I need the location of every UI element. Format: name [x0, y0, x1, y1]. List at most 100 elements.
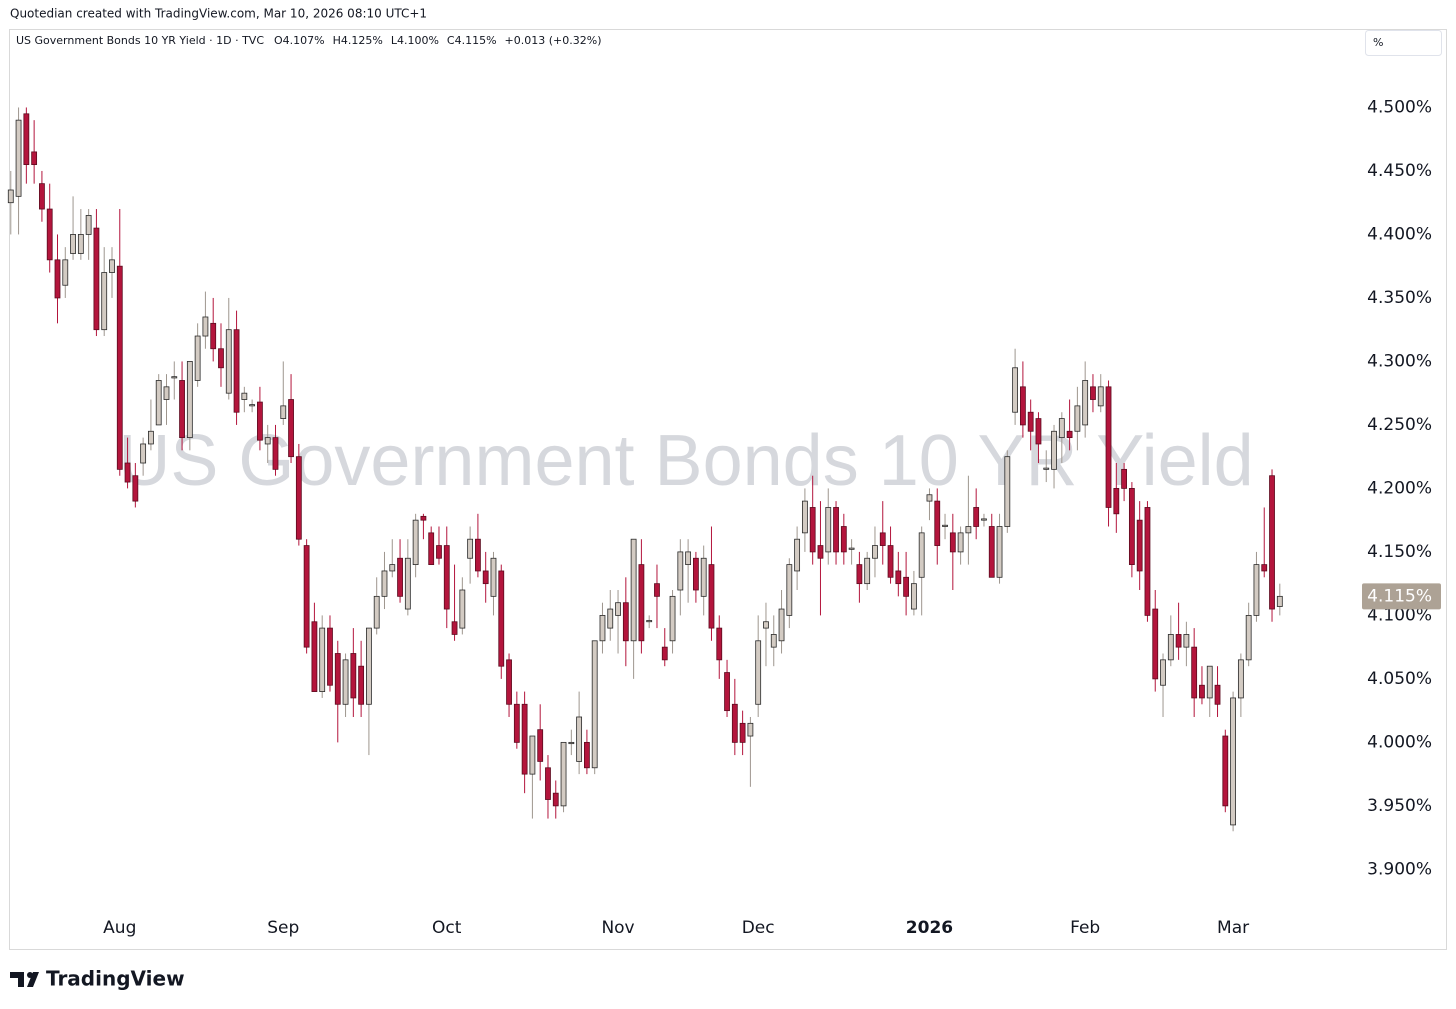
- candle-body: [942, 524, 948, 527]
- candle-body: [327, 627, 333, 686]
- candle-body: [1199, 684, 1205, 699]
- last-price-tag: [1362, 583, 1441, 610]
- candle-body: [1167, 634, 1174, 661]
- candle-body: [194, 335, 201, 381]
- candle-body: [1043, 467, 1050, 470]
- candle-body: [1121, 468, 1128, 489]
- candle-body: [949, 532, 956, 553]
- candle-body: [62, 259, 69, 286]
- candle-body: [957, 532, 964, 553]
- ticks: 3.900% 3.950% 4.000% 4.050% 4.100% 4.150% 4.20…: [103, 97, 1432, 938]
- candle-body: [163, 386, 170, 400]
- candle-body: [1082, 380, 1089, 426]
- header-note: Quotedian created with TradingView.com, …: [10, 7, 427, 21]
- candle-body: [171, 376, 178, 379]
- x-tick-label: 2026: [906, 918, 953, 938]
- legend-value: H4.125%: [333, 34, 383, 47]
- candle-body: [506, 659, 512, 705]
- candle-body: [661, 646, 668, 661]
- candle-body: [1019, 386, 1026, 426]
- candle-body: [545, 767, 551, 800]
- candle-body: [965, 526, 972, 534]
- candle-body: [1074, 405, 1081, 432]
- candle-body: [1105, 386, 1112, 508]
- candle-body: [638, 564, 645, 642]
- candle-body: [895, 570, 902, 585]
- candle-body: [825, 507, 832, 553]
- candle-body: [116, 265, 123, 470]
- candle-body: [39, 183, 45, 210]
- candle-body: [778, 608, 785, 642]
- candle-body: [241, 392, 248, 400]
- last-price-label: 4.115%: [1367, 586, 1432, 606]
- y-tick-label: 4.400%: [1367, 224, 1432, 244]
- candle-body: [1035, 418, 1042, 445]
- candle-body: [1051, 430, 1057, 470]
- candle-body: [910, 583, 917, 610]
- candle-body: [981, 518, 987, 521]
- y-tick-label: 4.300%: [1367, 351, 1432, 371]
- x-tick-label: Dec: [742, 918, 775, 938]
- candle-body: [490, 557, 497, 597]
- candle-body: [288, 399, 294, 458]
- candle-body: [334, 653, 341, 705]
- candle-body: [1276, 595, 1283, 607]
- candle-body: [856, 564, 863, 585]
- y-tick-label: 4.150%: [1367, 542, 1432, 562]
- candle-body: [724, 672, 730, 712]
- currency-label[interactable]: %: [1373, 36, 1383, 49]
- y-tick-label: 3.950%: [1367, 796, 1432, 816]
- candle-body: [428, 532, 435, 566]
- candle-body: [498, 570, 505, 667]
- legend: US Government Bonds 10 YR Yield · 1D · T…: [16, 34, 601, 47]
- candle-body: [225, 329, 232, 394]
- legend-value: O4.107%: [274, 34, 325, 47]
- candle-body: [218, 348, 224, 369]
- candle-body: [1237, 659, 1244, 699]
- logo-dot: [27, 972, 33, 978]
- candle-body: [934, 500, 941, 546]
- candle-body: [685, 551, 692, 566]
- candle-body: [373, 595, 380, 629]
- candle-body: [1004, 456, 1011, 527]
- y-tick-label: 4.100%: [1367, 605, 1432, 625]
- candle-body: [389, 564, 396, 572]
- x-tick-label: Oct: [432, 918, 462, 938]
- candle-body: [1160, 659, 1166, 686]
- legend-value: C4.115%: [447, 34, 497, 47]
- candle-body: [443, 545, 450, 610]
- x-tick-label: Sep: [267, 918, 299, 938]
- candle-body: [529, 735, 536, 775]
- candle-body: [848, 547, 855, 550]
- logo-mark: [10, 972, 39, 987]
- candle-body: [23, 113, 30, 166]
- currency-box[interactable]: [1365, 30, 1442, 56]
- candle-body: [93, 227, 100, 331]
- candle-body: [210, 322, 217, 350]
- candle-body: [140, 443, 147, 464]
- candle-body: [1113, 488, 1120, 515]
- candle-body: [1206, 665, 1213, 699]
- candle-body: [85, 214, 92, 235]
- brand-name: TradingView: [46, 967, 185, 991]
- candle-body: [46, 208, 53, 261]
- candle-body: [280, 405, 287, 419]
- candle-body: [872, 545, 878, 559]
- candle-body: [926, 494, 933, 502]
- candle-body: [459, 589, 466, 629]
- candle-body: [1222, 735, 1229, 807]
- candle-body: [731, 703, 738, 743]
- candle-body: [264, 437, 271, 445]
- candle-body: [451, 621, 458, 635]
- candle-body: [630, 538, 637, 642]
- candle-body: [833, 507, 839, 553]
- candle-body: [747, 722, 754, 737]
- candle-body: [654, 583, 660, 597]
- candle-body: [272, 437, 279, 470]
- candle-body: [366, 627, 372, 705]
- candle-body: [109, 259, 115, 273]
- candle-body: [1066, 430, 1073, 439]
- candle-body: [879, 532, 886, 546]
